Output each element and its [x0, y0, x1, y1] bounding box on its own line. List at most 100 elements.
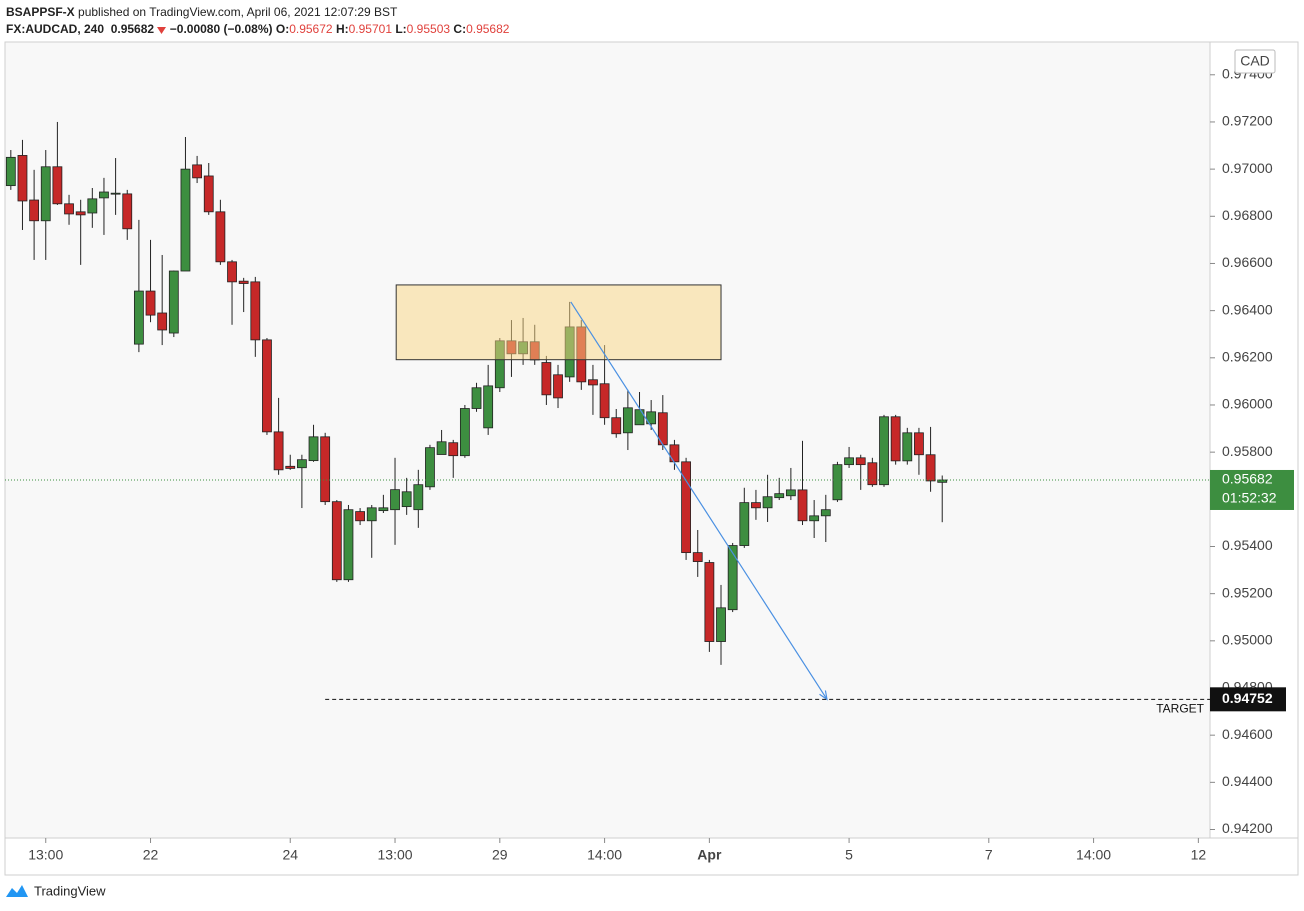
candle-body — [646, 411, 657, 425]
candle-body — [704, 562, 715, 642]
y-tick-label: 0.95400 — [1222, 537, 1273, 553]
candle-body — [774, 493, 785, 499]
candle-body — [751, 502, 761, 509]
h-value: 0.95701 — [348, 22, 392, 36]
candle-body — [681, 461, 691, 554]
logo-icon — [6, 885, 28, 897]
candle-body — [425, 447, 435, 488]
y-tick-label: 0.96800 — [1222, 207, 1273, 223]
candle-body — [296, 459, 307, 469]
candle-body — [215, 211, 226, 263]
candle-body — [436, 441, 447, 455]
last-price: 0.95682 — [110, 22, 155, 36]
c-value: 0.95682 — [466, 22, 510, 36]
candle-body — [168, 270, 179, 334]
candle-body — [879, 416, 889, 486]
candle-body — [99, 191, 109, 199]
chart-frame — [4, 41, 1299, 876]
candle-body — [611, 417, 622, 435]
candle-body — [273, 431, 284, 471]
candle-body — [448, 442, 459, 457]
x-tick-label: 5 — [845, 847, 853, 863]
target-label: TARGET — [1156, 701, 1204, 715]
candle-body — [250, 281, 261, 341]
candle-body — [308, 436, 319, 462]
candle-body — [599, 383, 610, 419]
candle-body — [75, 211, 86, 216]
logo-text: TradingView — [34, 883, 106, 898]
price-label-box — [1210, 469, 1294, 510]
candle-body — [820, 509, 831, 517]
candle-body — [914, 432, 924, 456]
author: BSAPPSF-X — [6, 5, 75, 19]
arrow-head — [819, 690, 828, 701]
candle-body — [110, 192, 121, 195]
candle-body — [203, 175, 214, 213]
price-label: 0.95682 — [1222, 471, 1273, 487]
candle-body — [588, 379, 598, 386]
candle-body — [157, 312, 168, 331]
candle-body — [785, 489, 796, 497]
y-tick-label: 0.94400 — [1222, 773, 1273, 789]
candle-body — [692, 552, 703, 562]
candle-body — [483, 385, 494, 429]
candle-body — [937, 479, 948, 483]
candle-body — [52, 166, 63, 205]
candle-body — [401, 491, 412, 508]
candle-body — [844, 457, 854, 466]
candle-body — [192, 164, 203, 179]
candle-body — [5, 156, 16, 187]
candle-body — [378, 507, 389, 512]
candle-body — [40, 166, 51, 222]
x-tick-label: 13:00 — [28, 847, 63, 863]
header: BSAPPSF-X published on TradingView.com, … — [6, 4, 509, 38]
candle-body — [285, 465, 296, 469]
candle-body — [634, 409, 645, 426]
candle-body — [541, 362, 552, 396]
candle-body — [227, 261, 237, 283]
candle-body — [238, 280, 249, 284]
x-tick-label: Apr — [697, 847, 722, 863]
x-tick-label: 14:00 — [587, 847, 622, 863]
down-arrow — [157, 26, 167, 34]
quote-line: FX:AUDCAD, 240 0.95682 −0.00080 (−0.08%)… — [6, 21, 509, 38]
x-tick-label: 24 — [282, 847, 298, 863]
y-tick-label: 0.97200 — [1222, 113, 1273, 129]
candle-body — [145, 290, 156, 316]
x-tick-label: 14:00 — [1076, 847, 1111, 863]
candle-body — [471, 387, 482, 409]
candle-body — [553, 374, 563, 399]
x-tick-label: 22 — [143, 847, 159, 863]
candle-body — [366, 507, 377, 522]
candle-body — [390, 489, 400, 511]
y-tick-label: 0.96400 — [1222, 301, 1273, 317]
currency-box — [1234, 49, 1276, 74]
h-label: H: — [335, 22, 349, 36]
candle-body — [29, 199, 40, 222]
target-price: 0.94752 — [1222, 690, 1273, 706]
candle-body — [64, 203, 74, 215]
candle-body — [355, 511, 365, 522]
candle-body — [809, 515, 820, 522]
candle-body — [867, 462, 878, 486]
target-label-box — [1210, 687, 1286, 712]
candle-body — [762, 496, 773, 509]
y-tick-label: 0.96200 — [1222, 349, 1273, 365]
countdown: 01:52:32 — [1222, 490, 1277, 506]
candle-body — [797, 489, 808, 522]
candle-body — [622, 407, 633, 434]
candle-body — [459, 408, 470, 457]
candle-body — [855, 457, 866, 466]
candle-body — [122, 193, 133, 230]
candle-body — [343, 509, 354, 581]
published: published on TradingView.com, April 06, … — [78, 5, 398, 19]
publish-line: BSAPPSF-X published on TradingView.com, … — [6, 4, 509, 21]
candle-body — [180, 168, 191, 272]
symbol: FX:AUDCAD, 240 — [6, 22, 105, 36]
candle-body — [902, 432, 913, 462]
y-tick-label: 0.95200 — [1222, 584, 1273, 600]
y-tick-label: 0.95000 — [1222, 632, 1273, 648]
o-label: O: — [275, 22, 290, 36]
